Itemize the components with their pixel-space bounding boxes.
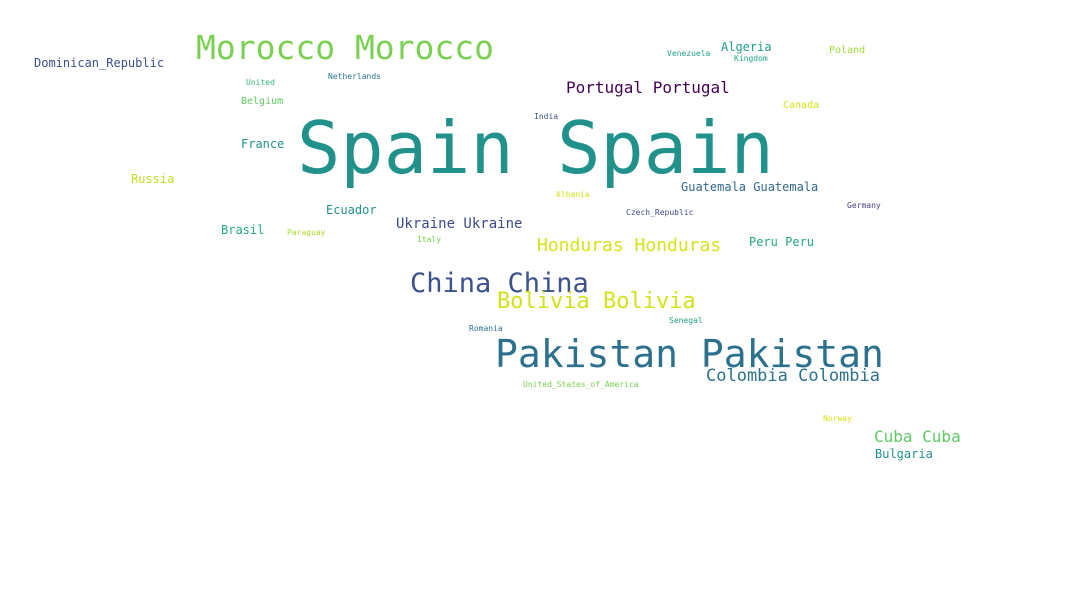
word: China China (410, 268, 589, 299)
word: Romania (469, 324, 503, 333)
word: Honduras Honduras (537, 235, 722, 256)
word: Ukraine Ukraine (396, 216, 523, 232)
word: United (246, 78, 275, 87)
word: Belgium (241, 96, 284, 107)
word: Albania (556, 190, 590, 199)
word: Peru Peru (749, 235, 815, 249)
word: Czech_Republic (626, 208, 694, 217)
word: Italy (417, 235, 442, 244)
word: Spain Spain (297, 106, 774, 190)
word: Paraguay (287, 228, 326, 237)
word: Brasil (221, 223, 265, 237)
word: Algeria (721, 40, 772, 54)
word: Guatemala Guatemala (681, 180, 819, 194)
word: United_States_of_America (523, 380, 639, 389)
word: Ecuador (326, 203, 377, 217)
word: India (534, 112, 559, 121)
word: Colombia Colombia (706, 366, 880, 386)
word: Germany (847, 201, 881, 210)
word: Dominican_Republic (34, 56, 165, 70)
word: Bolivia Bolivia (497, 289, 696, 314)
word: Senegal (669, 316, 703, 325)
word: Pakistan Pakistan (495, 332, 884, 376)
word: Portugal Portugal (566, 78, 730, 97)
word: Cuba Cuba (874, 427, 961, 446)
word: Morocco Morocco (196, 28, 495, 67)
word: Poland (829, 45, 866, 56)
word: Kingdom (734, 54, 768, 63)
word: Netherlands (328, 72, 381, 81)
word: Venezuela (667, 49, 711, 58)
word: Canada (783, 100, 820, 111)
word: Norway (823, 414, 852, 423)
word: Bulgaria (875, 447, 933, 461)
word: France (241, 137, 285, 151)
word: Russia (131, 172, 175, 186)
